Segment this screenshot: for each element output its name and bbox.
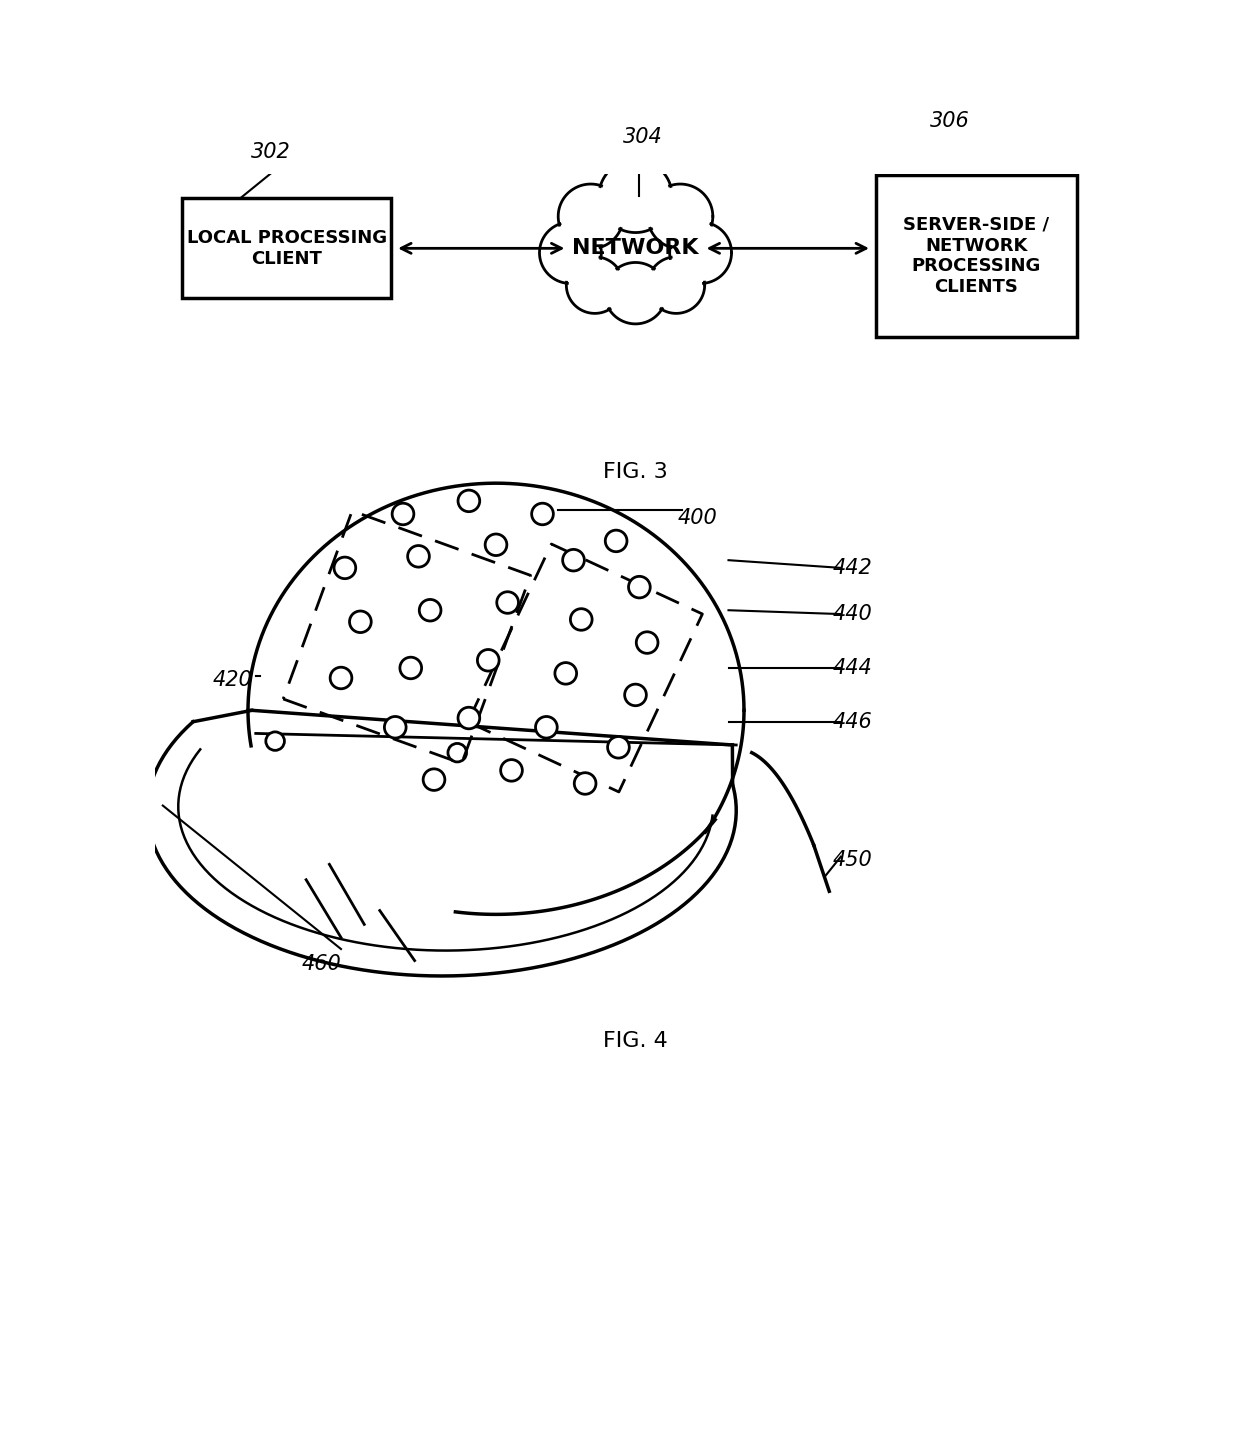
Circle shape <box>419 599 441 621</box>
Circle shape <box>477 650 498 671</box>
Circle shape <box>608 737 630 758</box>
Circle shape <box>350 611 371 632</box>
Text: FIG. 3: FIG. 3 <box>603 462 668 482</box>
Circle shape <box>567 256 624 314</box>
Circle shape <box>605 262 666 324</box>
Bar <box>875 175 1078 337</box>
Circle shape <box>574 773 596 794</box>
Text: FIG. 4: FIG. 4 <box>603 1032 668 1052</box>
Circle shape <box>399 657 422 679</box>
Circle shape <box>458 708 480 729</box>
Circle shape <box>570 609 593 631</box>
Circle shape <box>384 716 407 738</box>
Circle shape <box>558 184 624 249</box>
Circle shape <box>408 546 429 567</box>
Text: 304: 304 <box>624 127 663 146</box>
Text: NETWORK: NETWORK <box>572 239 699 259</box>
Text: 420: 420 <box>212 670 253 690</box>
Bar <box>182 198 392 298</box>
Circle shape <box>501 760 522 781</box>
Text: 450: 450 <box>832 851 873 871</box>
Circle shape <box>556 663 577 684</box>
Circle shape <box>536 716 557 738</box>
Circle shape <box>265 732 284 751</box>
Text: LOCAL PROCESSING
CLIENT: LOCAL PROCESSING CLIENT <box>187 229 387 268</box>
Text: 444: 444 <box>832 658 873 679</box>
Circle shape <box>563 550 584 572</box>
Text: 446: 446 <box>832 712 873 732</box>
Circle shape <box>599 159 672 233</box>
Text: 302: 302 <box>252 142 291 162</box>
Circle shape <box>539 221 601 284</box>
Text: 442: 442 <box>832 559 873 577</box>
Circle shape <box>392 504 414 525</box>
Circle shape <box>670 221 732 284</box>
Text: 460: 460 <box>301 955 341 974</box>
Circle shape <box>458 491 480 512</box>
Text: SERVER-SIDE /
NETWORK
PROCESSING
CLIENTS: SERVER-SIDE / NETWORK PROCESSING CLIENTS <box>904 216 1049 297</box>
Circle shape <box>448 744 466 763</box>
Circle shape <box>647 184 713 249</box>
Circle shape <box>497 592 518 614</box>
Circle shape <box>334 557 356 579</box>
Text: 440: 440 <box>832 603 873 624</box>
Circle shape <box>605 530 627 551</box>
Circle shape <box>625 684 646 706</box>
Text: 400: 400 <box>677 508 718 528</box>
Text: 306: 306 <box>930 111 970 132</box>
Circle shape <box>485 534 507 556</box>
Circle shape <box>636 632 658 654</box>
Circle shape <box>647 256 704 314</box>
Circle shape <box>423 768 445 790</box>
Circle shape <box>532 504 553 525</box>
Circle shape <box>330 667 352 689</box>
Circle shape <box>629 576 650 598</box>
